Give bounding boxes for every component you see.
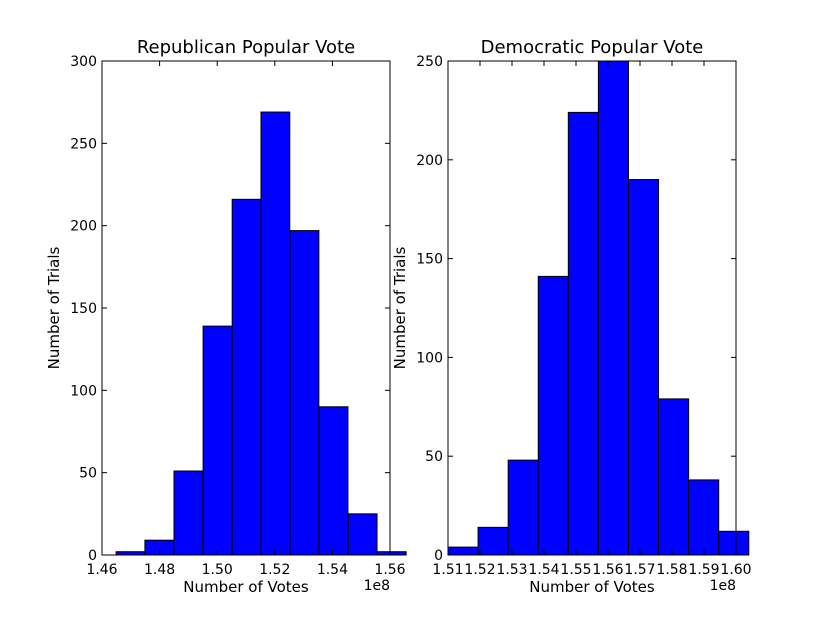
democratic-x-offset-label: 1e8: [710, 578, 736, 594]
democratic-bar: [689, 480, 719, 555]
democratic-y-axis-label: Number of Trials: [391, 246, 409, 369]
republican-bar: [232, 199, 261, 555]
democratic-y-tick-label: 200: [416, 153, 443, 169]
democratic-x-tick-label: 1.55: [560, 562, 591, 578]
republican-x-tick-label: 1.52: [259, 562, 290, 578]
republican-x-offset-label: 1e8: [364, 578, 390, 594]
democratic-bar: [568, 112, 598, 555]
democratic-bar: [628, 180, 658, 555]
republican-bar: [203, 326, 232, 555]
republican-y-tick-label: 300: [70, 54, 97, 70]
republican-bar: [348, 514, 377, 555]
republican-bar: [319, 407, 348, 555]
democratic-bar: [448, 547, 478, 555]
republican-x-tick-label: 1.56: [374, 562, 405, 578]
republican-x-tick-label: 1.48: [144, 562, 175, 578]
republican-chart-title: Republican Popular Vote: [137, 37, 355, 58]
republican-x-tick-label: 1.54: [317, 562, 348, 578]
democratic-bar: [508, 460, 538, 555]
democratic-bar: [659, 399, 689, 555]
democratic-y-tick-label: 100: [416, 350, 443, 366]
democratic-y-tick-label: 0: [434, 548, 443, 564]
democratic-x-tick-label: 1.51: [432, 562, 463, 578]
republican-y-axis-label: Number of Trials: [45, 246, 63, 369]
democratic-x-tick-label: 1.56: [592, 562, 623, 578]
democratic-chart-title: Democratic Popular Vote: [481, 37, 704, 58]
democratic-y-tick-label: 150: [416, 252, 443, 268]
democratic-bar: [719, 531, 749, 555]
democratic-bar: [478, 527, 508, 555]
democratic-x-tick-label: 1.53: [496, 562, 527, 578]
republican-bar: [290, 231, 319, 555]
republican-x-tick-label: 1.46: [86, 562, 117, 578]
republican-bar: [174, 471, 203, 555]
democratic-x-axis-label: Number of Votes: [529, 578, 655, 596]
democratic-bar: [598, 61, 628, 555]
democratic-x-tick-label: 1.57: [624, 562, 655, 578]
democratic-y-tick-label: 250: [416, 54, 443, 70]
republican-y-tick-label: 50: [79, 466, 97, 482]
democratic-x-tick-label: 1.58: [656, 562, 687, 578]
republican-y-tick-label: 100: [70, 383, 97, 399]
democratic-y-tick-label: 50: [425, 449, 443, 465]
republican-y-tick-label: 150: [70, 301, 97, 317]
republican-y-tick-label: 250: [70, 136, 97, 152]
democratic-x-tick-label: 1.52: [464, 562, 495, 578]
republican-x-axis-label: Number of Votes: [183, 578, 309, 596]
republican-y-tick-label: 200: [70, 219, 97, 235]
democratic-x-tick-label: 1.59: [688, 562, 719, 578]
republican-x-tick-label: 1.50: [202, 562, 233, 578]
republican-y-tick-label: 0: [88, 548, 97, 564]
democratic-bar: [538, 276, 568, 555]
democratic-x-tick-label: 1.54: [528, 562, 559, 578]
republican-bar: [261, 112, 290, 555]
democratic-x-tick-label: 1.60: [720, 562, 751, 578]
